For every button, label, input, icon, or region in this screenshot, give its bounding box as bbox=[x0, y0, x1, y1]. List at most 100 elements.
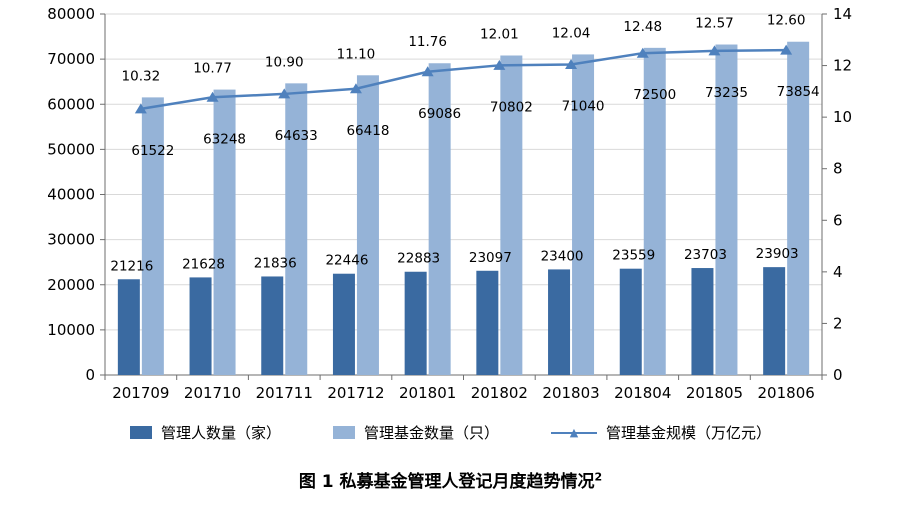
bar-fund-count bbox=[285, 83, 308, 375]
triangle-marker-icon: ▲ bbox=[569, 426, 579, 439]
legend-label-fund-count: 管理基金数量（只） bbox=[363, 424, 499, 442]
bar-manager-count bbox=[763, 267, 786, 375]
legend-item-manager-count: 管理人数量（家） bbox=[129, 422, 281, 443]
line-marker-icon bbox=[780, 44, 793, 55]
line-marker-icon bbox=[206, 91, 219, 102]
x-axis-label: 201711 bbox=[256, 384, 313, 402]
legend-line-marker-icon: ▲ bbox=[551, 425, 597, 440]
bar-fund-count bbox=[572, 54, 595, 375]
legend: 管理人数量（家） 管理基金数量（只） ▲ 管理基金规模（万亿元） bbox=[0, 422, 901, 443]
right-axis-tick-label: 14 bbox=[833, 5, 852, 23]
fund-scale-value-label: 11.76 bbox=[408, 34, 447, 50]
fund-count-value-label: 61522 bbox=[131, 143, 174, 159]
fund-count-value-label: 64633 bbox=[275, 128, 318, 144]
fund-count-value-label: 73854 bbox=[777, 84, 820, 100]
manager-count-value-label: 23400 bbox=[541, 248, 584, 264]
fund-scale-value-label: 12.48 bbox=[623, 19, 662, 35]
bar-fund-count bbox=[141, 97, 164, 376]
left-axis-tick-label: 80000 bbox=[47, 5, 95, 23]
left-axis-tick-label: 60000 bbox=[47, 95, 95, 113]
fund-count-value-label: 69086 bbox=[418, 106, 461, 122]
bar-manager-count bbox=[548, 269, 571, 375]
line-series bbox=[140, 48, 787, 111]
left-axis-tick-label: 30000 bbox=[47, 231, 95, 249]
left-axis-tick-label: 10000 bbox=[47, 321, 95, 339]
fund-scale-value-label: 12.01 bbox=[480, 27, 519, 43]
legend-label-fund-scale: 管理基金规模（万亿元） bbox=[606, 424, 772, 442]
x-axis-label: 201802 bbox=[471, 384, 528, 402]
x-axis-label: 201804 bbox=[614, 384, 671, 402]
fund-scale-value-label: 11.10 bbox=[337, 46, 376, 62]
left-axis-tick-label: 40000 bbox=[47, 186, 95, 204]
bar-fund-count bbox=[428, 63, 451, 376]
line-marker-icon bbox=[134, 103, 147, 114]
right-axis-tick-label: 2 bbox=[833, 314, 843, 332]
x-axis-label: 201710 bbox=[184, 384, 241, 402]
x-axis-label: 201805 bbox=[686, 384, 743, 402]
line-marker-icon bbox=[708, 45, 721, 56]
right-axis-tick-label: 12 bbox=[833, 57, 852, 75]
line-marker-icon bbox=[493, 59, 506, 70]
bar-manager-count bbox=[404, 271, 427, 375]
fund-count-value-label: 70802 bbox=[490, 99, 533, 115]
chart-caption: 图 1 私募基金管理人登记月度趋势情况2 bbox=[0, 467, 901, 492]
fund-count-value-label: 72500 bbox=[633, 87, 676, 103]
legend-swatch-light-icon bbox=[332, 426, 355, 439]
fund-scale-value-label: 10.77 bbox=[193, 61, 232, 77]
manager-count-value-label: 21628 bbox=[182, 256, 225, 272]
x-axis-label: 201803 bbox=[542, 384, 599, 402]
bar-fund-count bbox=[787, 41, 810, 375]
legend-item-fund-scale: ▲ 管理基金规模（万亿元） bbox=[551, 422, 771, 443]
manager-count-value-label: 23559 bbox=[612, 248, 655, 264]
manager-count-value-label: 21836 bbox=[254, 255, 297, 271]
fund-count-value-label: 63248 bbox=[203, 131, 246, 147]
manager-count-value-label: 21216 bbox=[110, 258, 153, 274]
bar-fund-count bbox=[213, 89, 236, 376]
bar-fund-count bbox=[643, 47, 666, 375]
bar-manager-count bbox=[189, 277, 212, 375]
left-axis-tick-label: 0 bbox=[85, 366, 95, 384]
fund-scale-value-label: 10.32 bbox=[122, 68, 161, 84]
legend-item-fund-count: 管理基金数量（只） bbox=[332, 422, 499, 443]
right-axis-tick-label: 0 bbox=[833, 366, 843, 384]
bar-manager-count bbox=[117, 279, 140, 375]
x-axis-label: 201712 bbox=[327, 384, 384, 402]
fund-count-value-label: 66418 bbox=[346, 123, 389, 139]
x-axis-label: 201709 bbox=[112, 384, 169, 402]
left-axis-tick-label: 50000 bbox=[47, 140, 95, 158]
line-marker-icon bbox=[349, 83, 362, 94]
fund-count-value-label: 73235 bbox=[705, 85, 748, 101]
bar-manager-count bbox=[332, 273, 355, 375]
bar-fund-count bbox=[356, 75, 379, 376]
line-marker-icon bbox=[421, 66, 434, 77]
fund-scale-value-label: 12.04 bbox=[552, 25, 591, 41]
right-axis-tick-label: 10 bbox=[833, 108, 852, 126]
right-axis-tick-label: 6 bbox=[833, 211, 843, 229]
caption-text: 图 1 私募基金管理人登记月度趋势情况 bbox=[298, 472, 595, 492]
x-axis-label: 201806 bbox=[758, 384, 815, 402]
manager-count-value-label: 23903 bbox=[756, 246, 799, 262]
manager-count-value-label: 23703 bbox=[684, 247, 727, 263]
bar-manager-count bbox=[476, 270, 499, 375]
x-axis-label: 201801 bbox=[399, 384, 456, 402]
line-marker-icon bbox=[636, 47, 649, 58]
manager-count-value-label: 22883 bbox=[397, 251, 440, 267]
line-marker-icon bbox=[278, 88, 291, 99]
bar-fund-count bbox=[500, 55, 523, 375]
manager-count-value-label: 23097 bbox=[469, 250, 512, 266]
fund-scale-value-label: 12.60 bbox=[767, 13, 806, 29]
manager-count-value-label: 22446 bbox=[325, 253, 368, 269]
right-axis-tick-label: 4 bbox=[833, 263, 843, 281]
legend-label-manager-count: 管理人数量（家） bbox=[160, 424, 281, 442]
bar-manager-count bbox=[619, 268, 642, 375]
right-axis-tick-label: 8 bbox=[833, 160, 843, 178]
fund-count-value-label: 71040 bbox=[562, 99, 605, 115]
left-axis-tick-label: 70000 bbox=[47, 50, 95, 68]
bar-manager-count bbox=[691, 268, 714, 375]
legend-line-stroke bbox=[551, 432, 597, 434]
caption-superscript: 2 bbox=[594, 470, 603, 484]
left-axis-tick-label: 20000 bbox=[47, 276, 95, 294]
trend-chart: 0 10000 20000 30000 40000 50000 60000 70000 8000… bbox=[47, 5, 852, 402]
bar-fund-count bbox=[715, 44, 738, 375]
